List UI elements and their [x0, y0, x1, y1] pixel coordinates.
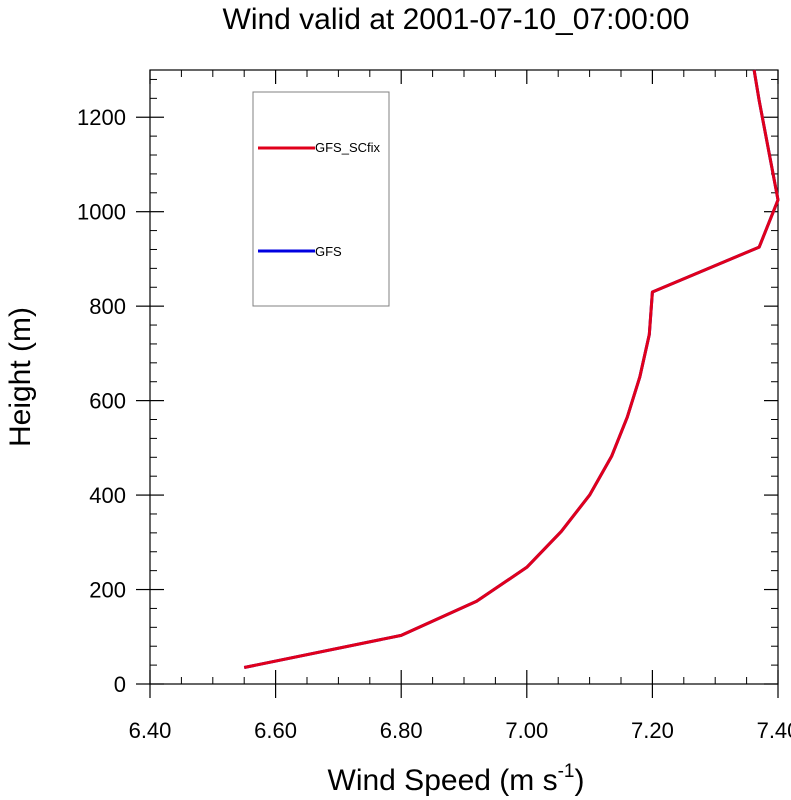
axis-tick-labels: 6.40 6.60 6.80 7.00 7.20 7.40 0 200 400 600 800 100…: [77, 105, 791, 743]
x-axis-label-superscript: -1: [558, 761, 575, 782]
legend-label-gfs-scfix: GFS_SCfix: [315, 140, 381, 155]
legend-label-gfs: GFS: [315, 244, 342, 259]
legend-box: [252, 91, 390, 307]
y-tick-label: 600: [89, 389, 126, 414]
y-tick-label: 200: [89, 578, 126, 603]
axis-ticks: [136, 70, 779, 698]
x-tick-label: 6.40: [129, 718, 172, 743]
x-tick-label: 7.00: [505, 718, 548, 743]
chart-title: Wind valid at 2001-07-10_07:00:00: [223, 3, 690, 36]
x-axis-label: Wind Speed (m s-1): [328, 761, 585, 797]
y-tick-label: 0: [114, 672, 126, 697]
legend: GFS_SCfix GFS: [252, 91, 390, 307]
y-tick-label: 400: [89, 483, 126, 508]
plot-frame: [149, 69, 779, 685]
x-axis-label-main: Wind Speed (m s: [328, 764, 558, 797]
series-lines: [243, 69, 780, 669]
x-tick-label: 6.60: [254, 718, 297, 743]
x-tick-label: 6.80: [380, 718, 423, 743]
y-tick-label: 1000: [77, 200, 126, 225]
x-tick-label: 7.40: [757, 718, 791, 743]
series-line-gfs-scfix: [243, 69, 780, 669]
y-tick-label: 800: [89, 294, 126, 319]
y-tick-label: 1200: [77, 105, 126, 130]
x-axis-label-close: ): [575, 764, 585, 797]
y-axis-label: Height (m): [4, 307, 37, 447]
x-tick-label: 7.20: [631, 718, 674, 743]
